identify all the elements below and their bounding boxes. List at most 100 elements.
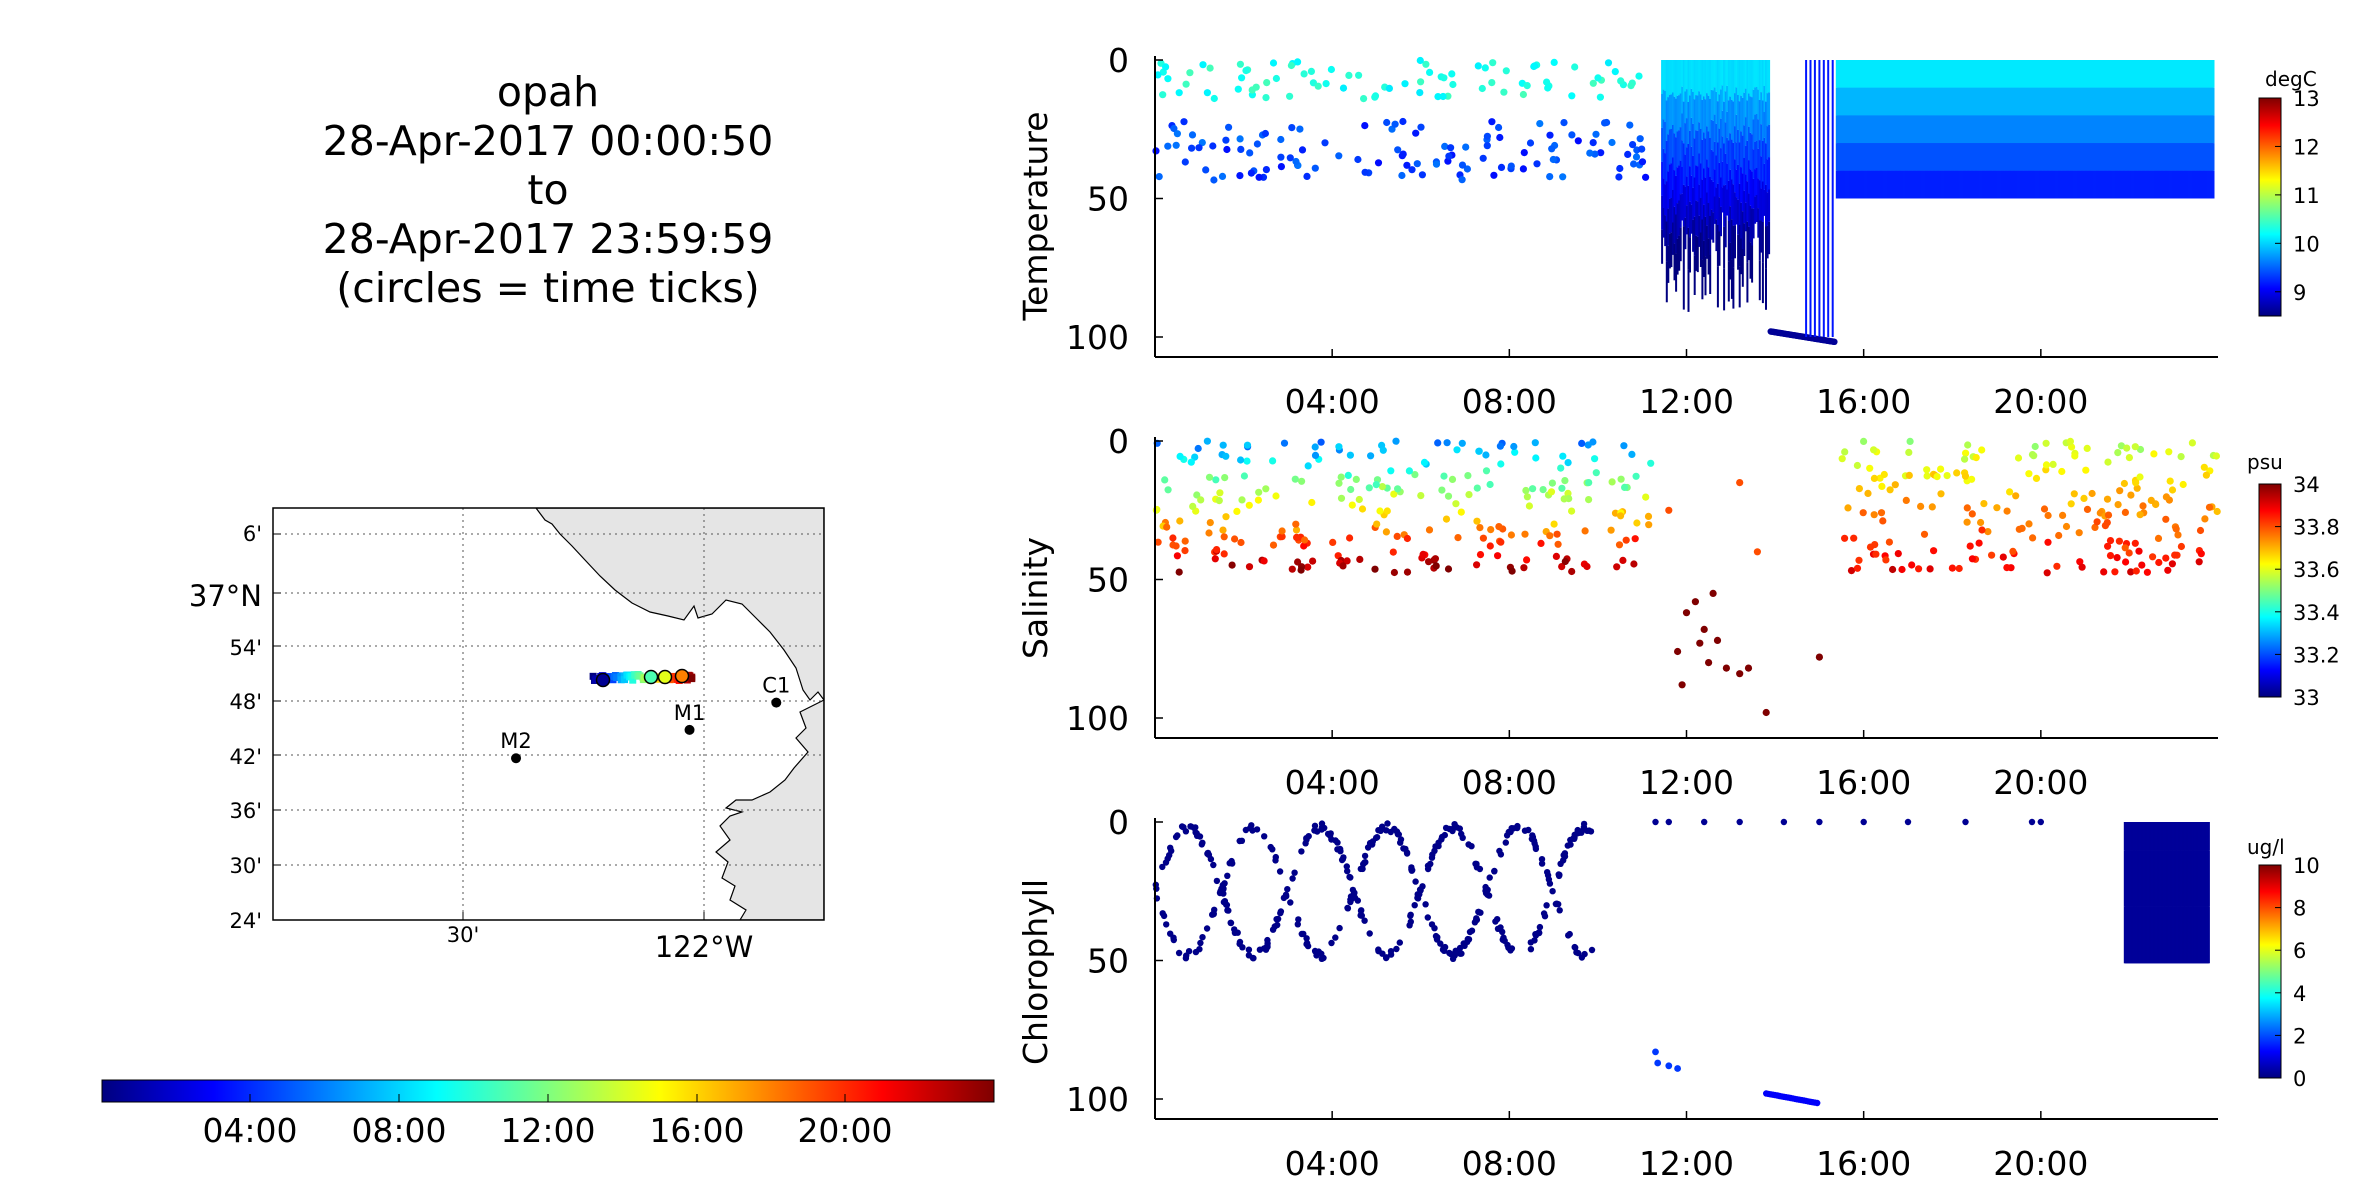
- data-point: [2138, 561, 2146, 569]
- map-panel: M2 M1 C1 6' 37°N 54' 48' 42' 36' 30' 24' 3…: [189, 507, 825, 964]
- map-lat-tick: 36': [230, 799, 263, 823]
- data-point: [1327, 65, 1335, 74]
- title-line-3: to: [527, 166, 568, 214]
- data-point: [1497, 924, 1504, 931]
- time-colorbar-tick: 12:00: [500, 1111, 595, 1150]
- data-point: [1243, 457, 1251, 465]
- data-point: [1674, 647, 1682, 656]
- data-point: [1209, 142, 1217, 150]
- data-point: [1568, 131, 1576, 139]
- data-point: [1286, 154, 1294, 162]
- data-point: [1539, 486, 1547, 494]
- data-point: [1529, 833, 1537, 841]
- data-point: [1361, 917, 1368, 924]
- data-point: [1399, 150, 1407, 158]
- data-point: [1387, 948, 1395, 955]
- data-point: [1585, 479, 1593, 487]
- data-point: [1527, 946, 1535, 953]
- data-point: [1533, 160, 1541, 168]
- data-point: [1546, 131, 1554, 139]
- data-point: [1617, 512, 1625, 520]
- data-point: [1566, 930, 1573, 938]
- data-point: [1174, 832, 1181, 839]
- data-point: [1261, 833, 1268, 840]
- data-point: [1301, 536, 1309, 544]
- data-point: [1464, 472, 1472, 480]
- data-point: [1855, 556, 1863, 564]
- data-point: [1361, 122, 1369, 130]
- data-point: [2114, 501, 2122, 509]
- data-point: [1269, 541, 1278, 549]
- data-point: [1325, 831, 1333, 838]
- data-point: [1860, 818, 1867, 826]
- data-point: [1191, 453, 1199, 461]
- colorbar-tick-label: 8: [2293, 897, 2306, 921]
- data-point: [1544, 869, 1551, 876]
- data-point: [2125, 454, 2133, 462]
- data-point: [1504, 941, 1511, 949]
- data-point: [1548, 479, 1556, 487]
- data-point: [1176, 452, 1184, 460]
- data-point: [1441, 943, 1449, 951]
- data-point: [1231, 535, 1239, 543]
- data-point: [1523, 493, 1531, 501]
- data-point: [1202, 166, 1210, 174]
- data-point: [1629, 141, 1637, 149]
- data-point: [1645, 521, 1653, 529]
- data-point: [1221, 474, 1229, 482]
- data-point: [1449, 80, 1457, 89]
- data-point: [1164, 142, 1172, 150]
- data-point: [1311, 822, 1319, 829]
- data-point: [1503, 832, 1511, 839]
- data-point: [1163, 921, 1170, 928]
- data-point: [1497, 851, 1505, 858]
- data-point: [1434, 934, 1441, 941]
- y-tick-label: 0: [1108, 422, 1129, 461]
- data-point: [2083, 444, 2091, 452]
- data-point: [1850, 534, 1858, 542]
- data-point: [1841, 534, 1849, 542]
- data-point: [1591, 455, 1599, 463]
- data-point: [1358, 505, 1367, 513]
- data-point: [1622, 536, 1630, 544]
- data-point: [1554, 540, 1562, 548]
- data-point: [2066, 437, 2074, 445]
- data-point: [1701, 818, 1708, 826]
- data-point: [1880, 470, 1888, 479]
- data-point: [1457, 508, 1465, 516]
- data-point: [1159, 863, 1166, 871]
- data-point: [1815, 653, 1823, 661]
- data-point: [1628, 450, 1636, 458]
- data-point: [1966, 542, 1974, 550]
- data-point: [1905, 448, 1913, 456]
- data-point: [1543, 78, 1551, 86]
- data-point: [1621, 483, 1629, 491]
- data-point: [2166, 477, 2174, 485]
- data-point: [1224, 872, 1231, 879]
- data-point: [1220, 550, 1228, 558]
- data-point: [1584, 441, 1592, 449]
- data-point: [1164, 855, 1171, 862]
- data-point: [1866, 464, 1874, 472]
- data-point: [1376, 507, 1384, 515]
- chlorophyll-ylabel: Chlorophyll: [1016, 879, 1055, 1065]
- data-point: [1159, 91, 1167, 99]
- chlorophyll-points: [1152, 818, 2210, 1107]
- data-point: [1841, 448, 1849, 456]
- data-point: [1308, 498, 1316, 507]
- data-point: [1560, 119, 1568, 127]
- data-point: [1558, 563, 1566, 571]
- data-point: [1877, 509, 1886, 517]
- colorbar-tick-label: 4: [2293, 982, 2306, 1006]
- data-point: [1549, 155, 1557, 164]
- data-point: [2179, 480, 2187, 489]
- data-point: [1631, 535, 1639, 543]
- data-point: [1391, 825, 1398, 833]
- data-point: [1458, 161, 1467, 169]
- data-point: [1274, 921, 1281, 929]
- data-point: [1193, 491, 1201, 499]
- data-point: [1652, 818, 1659, 826]
- data-point: [1532, 454, 1540, 462]
- data-point: [2131, 443, 2139, 451]
- data-point: [1891, 481, 1899, 489]
